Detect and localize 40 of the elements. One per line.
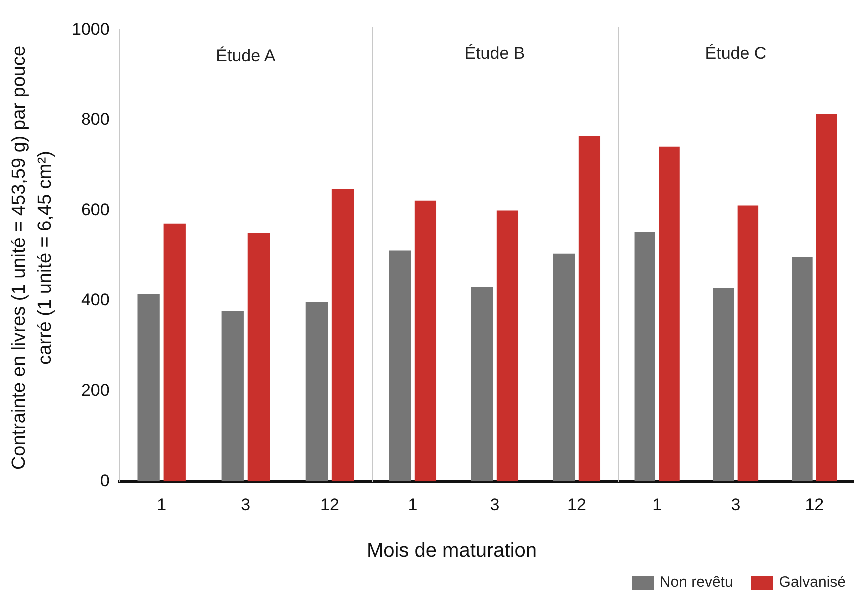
y-tick-label: 600 — [81, 200, 110, 220]
bar — [248, 233, 270, 482]
y-tick-label: 0 — [100, 471, 110, 490]
bar — [222, 311, 244, 482]
bar — [164, 224, 186, 482]
y-axis-title: Contrainte en livres (1 unité = 453,59 g) par pouce carré (1 unité = 6,45 cm²) — [8, 44, 57, 472]
x-tick-label: 3 — [731, 495, 741, 514]
x-tick-label: 1 — [408, 495, 418, 514]
bar — [389, 250, 412, 482]
legend-label: Galvanisé — [779, 574, 846, 591]
legend-label: Non revêtu — [660, 574, 734, 591]
x-tick-label: 12 — [805, 495, 824, 514]
x-tick-label: 3 — [490, 495, 500, 514]
bar — [332, 190, 354, 482]
bar — [414, 200, 437, 482]
bar — [578, 136, 601, 482]
x-tick-label: 12 — [568, 495, 586, 514]
text: Étude B — [464, 44, 526, 64]
x-tick-label: 1 — [652, 495, 662, 514]
bar — [471, 287, 494, 482]
x-tick-label: 12 — [320, 495, 340, 514]
bar — [306, 302, 328, 482]
x-axis-title: Mois de maturation — [366, 540, 538, 563]
y-tick-label: 1000 — [72, 20, 110, 39]
text: Étude C — [705, 44, 767, 64]
y-tick-label: 800 — [81, 110, 110, 130]
bar — [816, 114, 838, 482]
bar — [713, 288, 734, 482]
bar — [659, 146, 680, 482]
bar — [792, 258, 813, 482]
x-tick-label: 1 — [157, 495, 167, 514]
x-tick-label: 3 — [241, 495, 251, 514]
bar — [738, 206, 759, 482]
text: Étude A — [216, 46, 276, 66]
y-tick-label: 200 — [81, 381, 110, 400]
bar — [138, 294, 160, 482]
bar — [496, 210, 519, 482]
y-tick-label: 400 — [81, 290, 110, 310]
bar — [553, 254, 576, 482]
bar — [634, 232, 656, 482]
